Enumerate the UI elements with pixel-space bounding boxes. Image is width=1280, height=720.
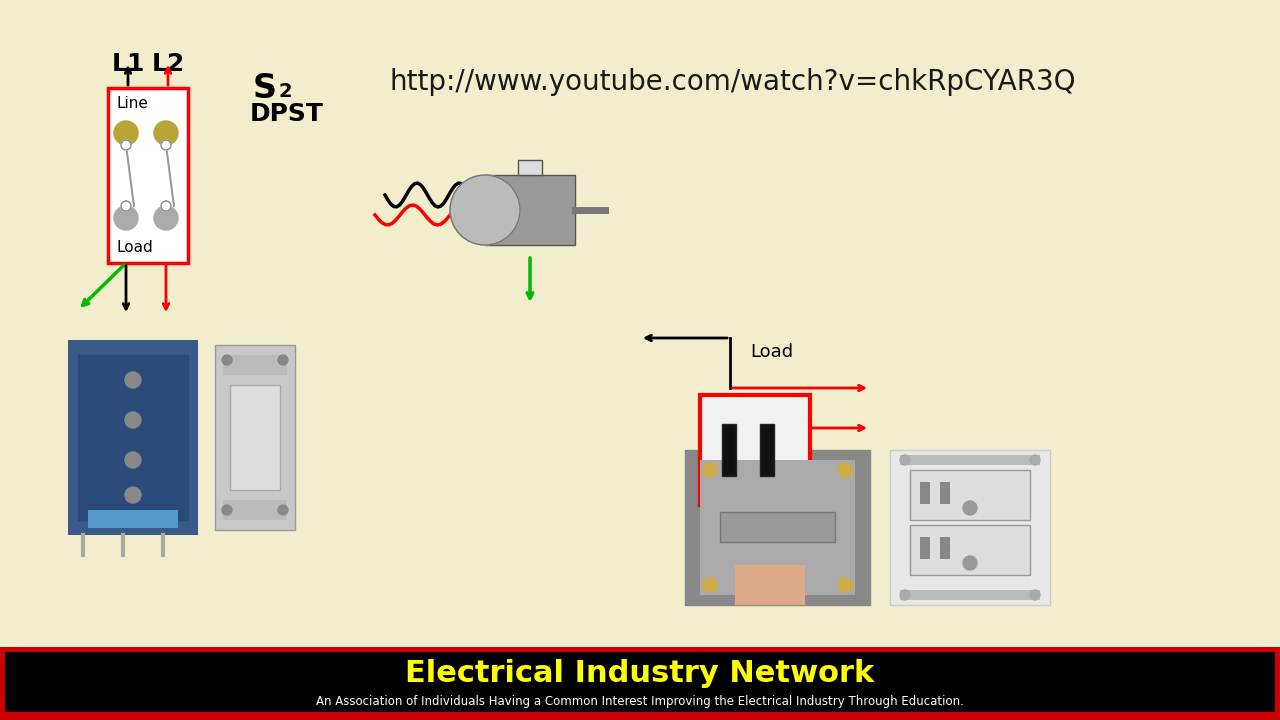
Circle shape [122,201,131,211]
Circle shape [154,206,178,230]
Bar [223,500,287,520]
Circle shape [114,121,138,145]
Text: Electrical Industry Network: Electrical Industry Network [406,660,874,688]
Circle shape [125,372,141,388]
Bar [485,175,575,245]
Bar [223,355,287,375]
Bar [719,512,835,542]
Circle shape [703,463,717,477]
Text: http://www.youtube.com/watch?v=chkRpCYAR3Q: http://www.youtube.com/watch?v=chkRpCYAR… [390,68,1076,96]
Bar [910,525,1030,575]
Circle shape [122,140,131,150]
Bar [700,395,810,505]
Bar [890,450,1050,605]
Text: Load: Load [116,240,152,255]
Circle shape [703,578,717,592]
Circle shape [900,455,910,465]
Circle shape [154,121,178,145]
Circle shape [278,355,288,365]
Text: Line: Line [116,96,148,111]
Bar [0,647,1280,720]
Circle shape [963,556,977,570]
Text: An Association of Individuals Having a Common Interest Improving the Electrical : An Association of Individuals Having a C… [316,696,964,708]
Bar [518,160,541,175]
Bar [900,590,1039,600]
Circle shape [900,590,910,600]
Text: L2: L2 [151,52,184,76]
Circle shape [963,501,977,515]
Bar [920,482,931,504]
Bar [230,385,280,490]
Circle shape [838,578,852,592]
Circle shape [125,412,141,428]
Bar [700,460,855,595]
Bar [88,510,178,528]
Circle shape [1030,455,1039,465]
Circle shape [125,452,141,468]
Text: DPST: DPST [250,102,324,126]
Bar [920,537,931,559]
Text: 2: 2 [278,82,292,101]
Text: Load: Load [750,343,794,361]
Bar [78,355,188,520]
Bar [900,455,1039,465]
Circle shape [451,175,520,245]
Text: L1: L1 [111,52,145,76]
Bar [108,88,188,263]
Bar [940,537,950,559]
Circle shape [125,487,141,503]
Bar [68,340,198,535]
Circle shape [161,140,172,150]
Bar [5,652,1275,712]
Circle shape [221,505,232,515]
Circle shape [278,505,288,515]
Bar [722,424,736,476]
Bar [735,565,805,605]
Circle shape [838,463,852,477]
Bar [685,450,870,605]
Bar [760,424,774,476]
Bar [215,345,294,530]
Bar [910,470,1030,520]
Circle shape [161,201,172,211]
Circle shape [221,355,232,365]
Bar [940,482,950,504]
Circle shape [1030,590,1039,600]
Circle shape [114,206,138,230]
Text: S: S [253,72,276,105]
